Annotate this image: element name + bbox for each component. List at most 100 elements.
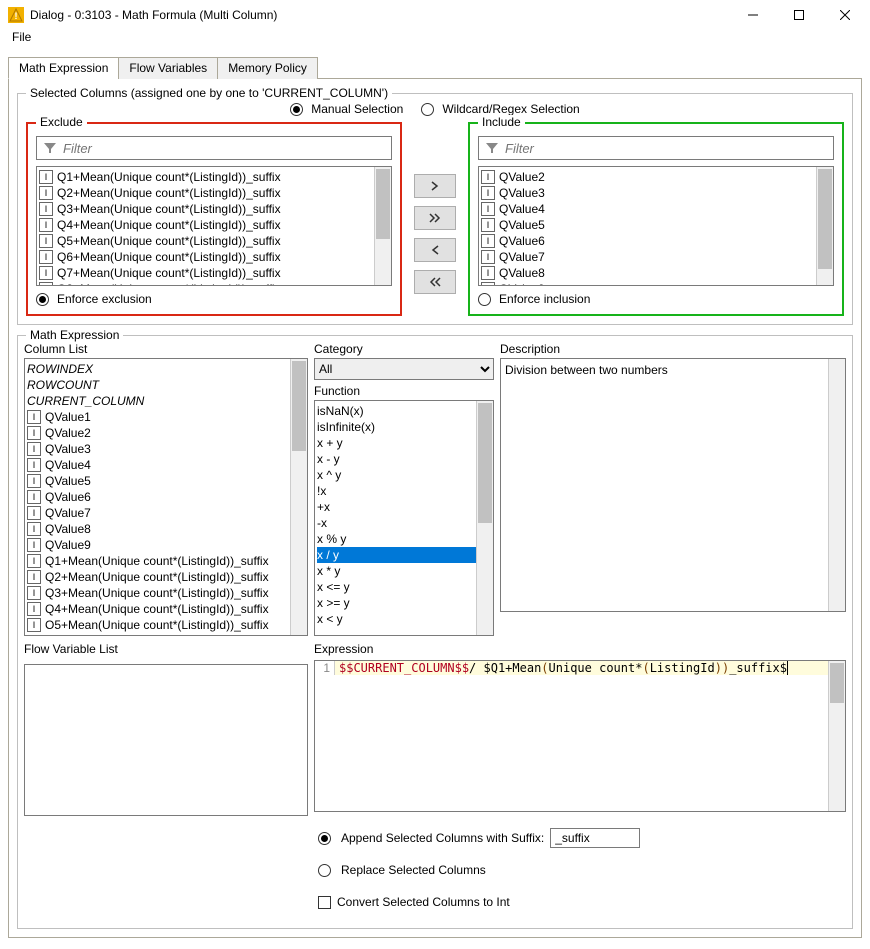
list-item[interactable]: isNaN(x) <box>317 403 491 419</box>
list-item[interactable]: IQValue2 <box>481 169 831 185</box>
list-item[interactable]: x * y <box>317 563 491 579</box>
remove-button[interactable] <box>414 238 456 262</box>
function-list[interactable]: isNaN(x)isInfinite(x)x + yx - yx ^ y!x+x… <box>314 400 494 636</box>
list-item[interactable]: IQ5+Mean(Unique count*(ListingId))_suffi… <box>39 233 389 249</box>
list-item[interactable]: IQ2+Mean(Unique count*(ListingId))_suffi… <box>39 185 389 201</box>
list-item[interactable]: IQValue4 <box>481 201 831 217</box>
list-item[interactable]: ROWCOUNT <box>27 377 305 393</box>
list-item[interactable]: IQValue4 <box>27 457 305 473</box>
list-item[interactable]: x / y <box>317 547 491 563</box>
list-item[interactable]: IQ6+Mean(Unique count*(ListingId))_suffi… <box>39 249 389 265</box>
math-expression-group: Math Expression Column List ROWINDEXROWC… <box>17 335 853 929</box>
column-list[interactable]: ROWINDEXROWCOUNTCURRENT_COLUMNIQValue1IQ… <box>24 358 308 636</box>
list-item[interactable]: IQValue8 <box>27 521 305 537</box>
flow-variable-list[interactable] <box>24 664 308 816</box>
list-item[interactable]: IQ1+Mean(Unique count*(ListingId))_suffi… <box>27 553 305 569</box>
close-button[interactable] <box>822 0 868 30</box>
type-icon: I <box>27 506 41 520</box>
list-item[interactable]: IQ8+Mean(Unique count*(ListingId))_suffi… <box>39 281 389 286</box>
maximize-button[interactable] <box>776 0 822 30</box>
list-item[interactable]: IQ3+Mean(Unique count*(ListingId))_suffi… <box>27 585 305 601</box>
type-icon: I <box>39 234 53 248</box>
list-item[interactable]: IQValue7 <box>27 505 305 521</box>
tab-math-expression[interactable]: Math Expression <box>8 57 119 79</box>
scrollbar[interactable] <box>290 359 307 635</box>
exclude-box: Exclude IQ1+Mean(Unique count*(ListingId… <box>26 122 402 316</box>
label-wildcard-selection: Wildcard/Regex Selection <box>442 102 579 116</box>
radio-manual-selection[interactable] <box>290 103 303 116</box>
type-icon: I <box>27 490 41 504</box>
list-item[interactable]: IO5+Mean(Unique count*(ListingId))_suffi… <box>27 617 305 633</box>
list-item[interactable]: IQ2+Mean(Unique count*(ListingId))_suffi… <box>27 569 305 585</box>
add-all-button[interactable] <box>414 206 456 230</box>
list-item[interactable]: x <= y <box>317 579 491 595</box>
titlebar: ! Dialog - 0:3103 - Math Formula (Multi … <box>0 0 870 30</box>
tabs: Math ExpressionFlow VariablesMemory Poli… <box>8 56 862 79</box>
list-item[interactable]: x - y <box>317 451 491 467</box>
list-item[interactable]: ROWINDEX <box>27 361 305 377</box>
radio-append-suffix[interactable] <box>318 832 331 845</box>
include-list[interactable]: IQValue2IQValue3IQValue4IQValue5IQValue6… <box>478 166 834 286</box>
category-select[interactable]: All <box>314 358 494 380</box>
type-icon: I <box>27 458 41 472</box>
list-item[interactable]: IQValue8 <box>481 265 831 281</box>
expression-code[interactable]: $$CURRENT_COLUMN$$/ $Q1+Mean(Unique coun… <box>335 661 792 675</box>
function-label: Function <box>314 384 494 398</box>
radio-wildcard-selection[interactable] <box>421 103 434 116</box>
radio-enforce-inclusion[interactable] <box>478 293 491 306</box>
transfer-buttons <box>410 122 460 316</box>
exclude-filter-input[interactable] <box>63 141 385 156</box>
list-item[interactable]: IQValue2 <box>27 425 305 441</box>
type-icon: I <box>39 186 53 200</box>
include-filter[interactable] <box>478 136 834 160</box>
list-item[interactable]: IQValue5 <box>481 217 831 233</box>
list-item[interactable]: IQValue7 <box>481 249 831 265</box>
radio-enforce-exclusion[interactable] <box>36 293 49 306</box>
list-item[interactable]: x ^ y <box>317 467 491 483</box>
list-item[interactable]: IQValue3 <box>481 185 831 201</box>
list-item[interactable]: x < y <box>317 611 491 627</box>
type-icon: I <box>481 250 495 264</box>
list-item[interactable]: IQValue3 <box>27 441 305 457</box>
exclude-list[interactable]: IQ1+Mean(Unique count*(ListingId))_suffi… <box>36 166 392 286</box>
tab-flow-variables[interactable]: Flow Variables <box>118 57 218 79</box>
add-button[interactable] <box>414 174 456 198</box>
list-item[interactable]: isInfinite(x) <box>317 419 491 435</box>
suffix-input[interactable] <box>550 828 640 848</box>
filter-icon <box>43 141 57 155</box>
list-item[interactable]: IQ3+Mean(Unique count*(ListingId))_suffi… <box>39 201 389 217</box>
minimize-button[interactable] <box>730 0 776 30</box>
list-item[interactable]: IQValue9 <box>27 537 305 553</box>
list-item[interactable]: IQ4+Mean(Unique count*(ListingId))_suffi… <box>27 601 305 617</box>
scrollbar[interactable] <box>828 359 845 611</box>
list-item[interactable]: IQ1+Mean(Unique count*(ListingId))_suffi… <box>39 169 389 185</box>
list-item[interactable]: x % y <box>317 531 491 547</box>
exclude-filter[interactable] <box>36 136 392 160</box>
list-item[interactable]: IQValue6 <box>27 489 305 505</box>
list-item[interactable]: IQValue5 <box>27 473 305 489</box>
menu-file[interactable]: File <box>6 28 37 46</box>
scrollbar[interactable] <box>476 401 493 635</box>
list-item[interactable]: IQValue1 <box>27 409 305 425</box>
scrollbar[interactable] <box>816 167 833 285</box>
list-item[interactable]: !x <box>317 483 491 499</box>
list-item[interactable]: CURRENT_COLUMN <box>27 393 305 409</box>
checkbox-convert-int[interactable] <box>318 896 331 909</box>
scrollbar[interactable] <box>828 661 845 811</box>
include-filter-input[interactable] <box>505 141 827 156</box>
scrollbar[interactable] <box>374 167 391 285</box>
expression-editor[interactable]: 1 $$CURRENT_COLUMN$$/ $Q1+Mean(Unique co… <box>314 660 846 812</box>
remove-all-button[interactable] <box>414 270 456 294</box>
list-item[interactable]: x + y <box>317 435 491 451</box>
list-item[interactable]: IQValue6 <box>481 233 831 249</box>
window-title: Dialog - 0:3103 - Math Formula (Multi Co… <box>30 8 730 22</box>
list-item[interactable]: +x <box>317 499 491 515</box>
tab-memory-policy[interactable]: Memory Policy <box>217 57 318 79</box>
list-item[interactable]: IQValue9 <box>481 281 831 286</box>
list-item[interactable]: IQ7+Mean(Unique count*(ListingId))_suffi… <box>39 265 389 281</box>
radio-replace-columns[interactable] <box>318 864 331 877</box>
list-item[interactable]: IQ4+Mean(Unique count*(ListingId))_suffi… <box>39 217 389 233</box>
list-item[interactable]: x >= y <box>317 595 491 611</box>
list-item[interactable]: -x <box>317 515 491 531</box>
type-icon: I <box>27 426 41 440</box>
